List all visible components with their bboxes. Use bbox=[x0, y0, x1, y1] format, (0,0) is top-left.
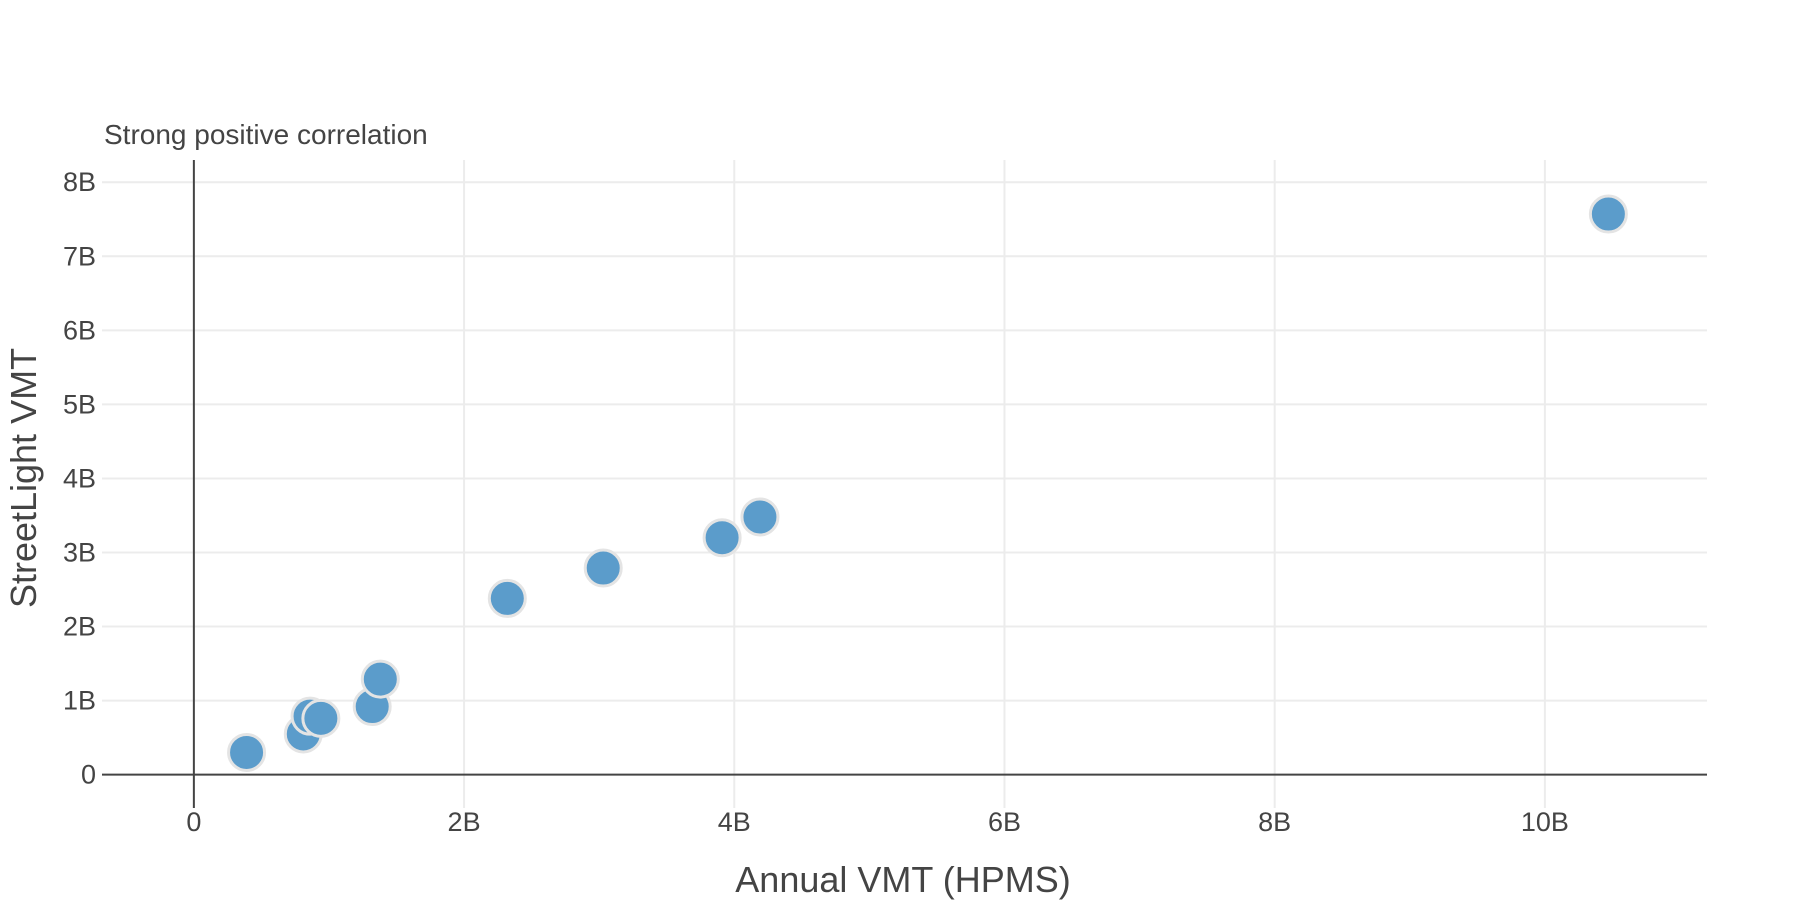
x-tick-label: 6B bbox=[988, 807, 1021, 837]
grid-layer bbox=[102, 160, 1707, 808]
y-tick-label: 0 bbox=[81, 760, 96, 790]
data-point-layer bbox=[227, 194, 1628, 772]
x-tick-label: 10B bbox=[1521, 807, 1569, 837]
data-point bbox=[1588, 194, 1628, 234]
y-tick-label: 7B bbox=[63, 241, 96, 271]
x-tick-label: 4B bbox=[718, 807, 751, 837]
x-axis-title: Annual VMT (HPMS) bbox=[735, 859, 1070, 900]
x-tick-label: 0 bbox=[186, 807, 201, 837]
data-point bbox=[360, 659, 400, 699]
y-tick-label: 1B bbox=[63, 686, 96, 716]
data-point bbox=[740, 497, 780, 537]
x-tick-label: 8B bbox=[1258, 807, 1291, 837]
data-point bbox=[227, 732, 267, 772]
axis-layer bbox=[102, 160, 1707, 808]
y-tick-label: 4B bbox=[63, 463, 96, 493]
tick-label-layer: 0 2B 4B 6B 8B 10B 0 1B 2B 3B 4B 5B 6B 7B 8B bbox=[63, 167, 1569, 837]
data-point bbox=[702, 518, 742, 558]
y-tick-label: 6B bbox=[63, 315, 96, 345]
x-tick-label: 2B bbox=[448, 807, 481, 837]
data-point bbox=[487, 578, 527, 618]
y-tick-label: 5B bbox=[63, 389, 96, 419]
y-tick-label: 3B bbox=[63, 538, 96, 568]
data-point bbox=[301, 698, 341, 738]
y-axis-title: StreetLight VMT bbox=[3, 348, 44, 608]
y-tick-label: 2B bbox=[63, 612, 96, 642]
chart-subtitle: Strong positive correlation bbox=[104, 119, 428, 150]
data-point bbox=[583, 548, 623, 588]
y-tick-label: 8B bbox=[63, 167, 96, 197]
